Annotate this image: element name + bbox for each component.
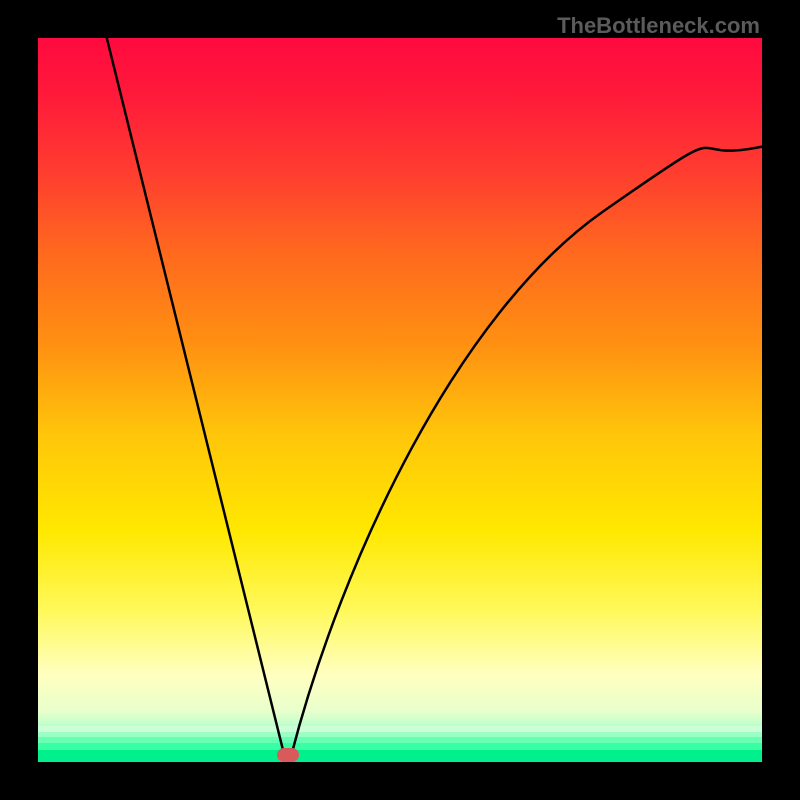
bottleneck-curve [38, 38, 762, 762]
minimum-marker [277, 748, 299, 762]
chart-plot-area [38, 38, 762, 762]
watermark-text: TheBottleneck.com [557, 13, 760, 39]
